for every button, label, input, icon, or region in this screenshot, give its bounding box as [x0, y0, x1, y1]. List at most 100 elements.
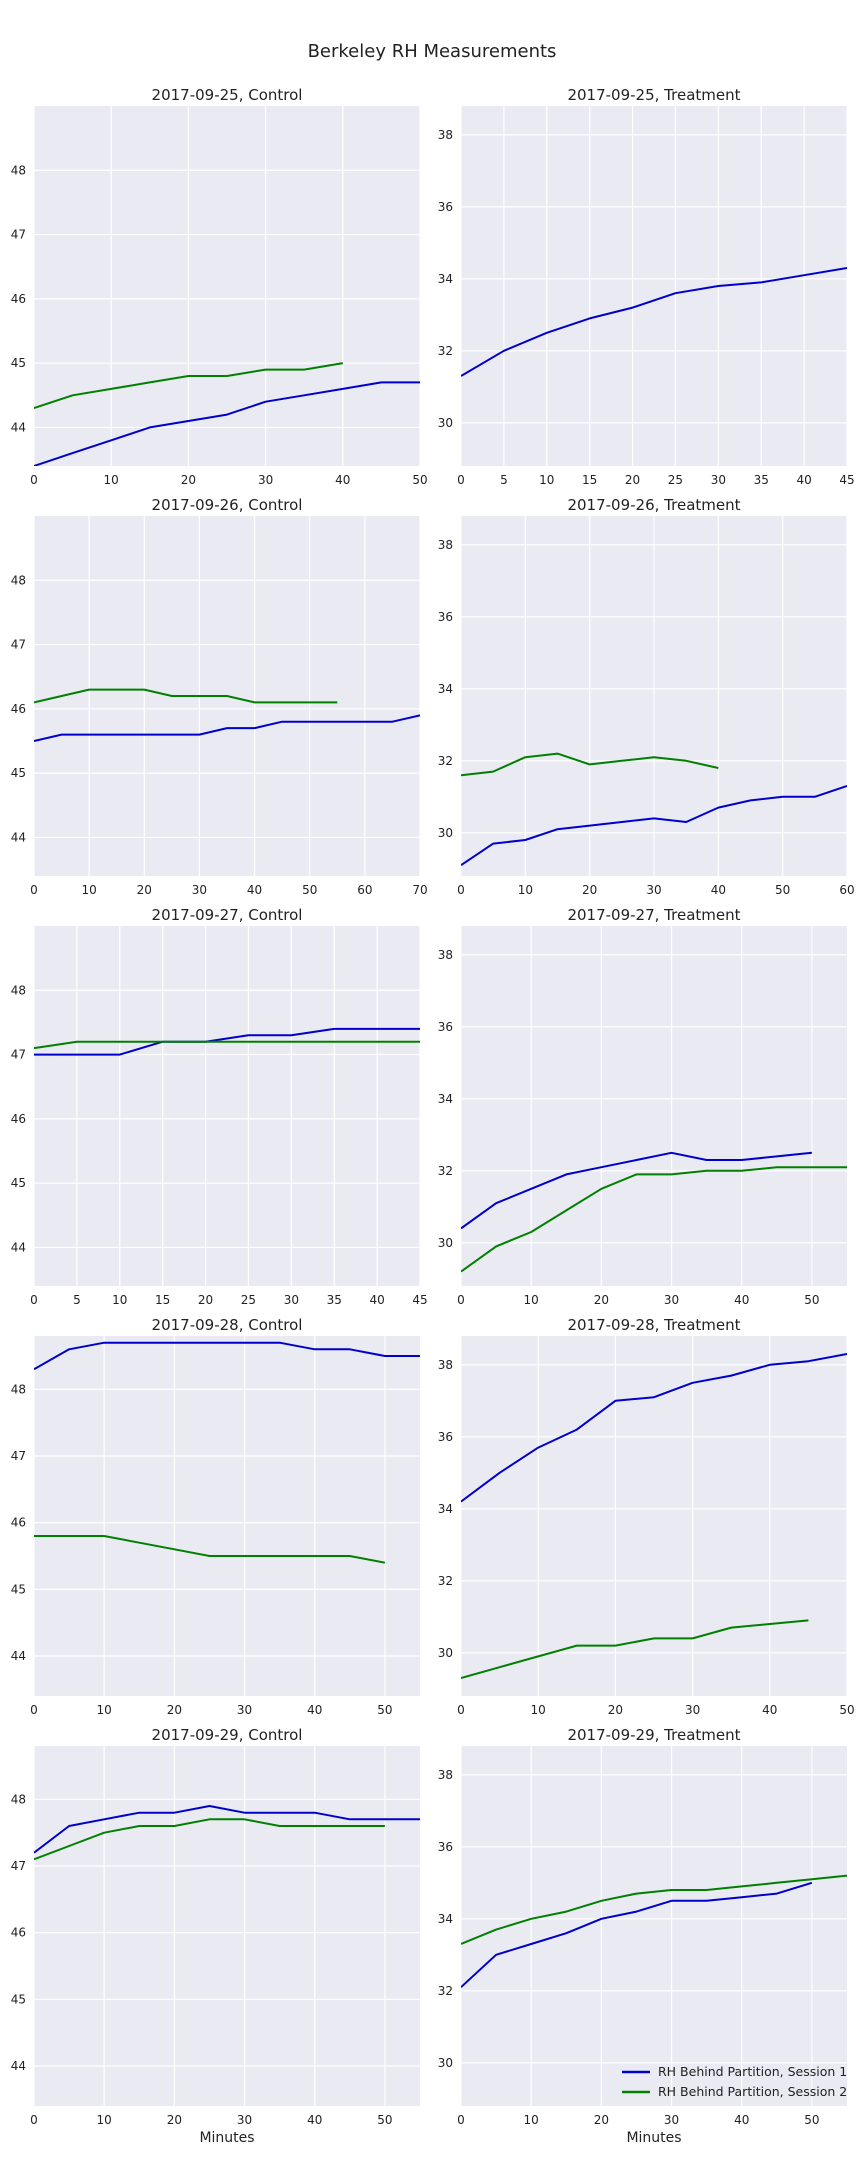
chart-panel: 0 10 20 30 40 50 44 45 46 47 48 2017-09-25, Control: [11, 86, 428, 487]
x-tick-label: 60: [357, 883, 372, 897]
x-tick-label: 40: [734, 2113, 749, 2127]
y-tick-label: 46: [11, 702, 26, 716]
x-tick-label: 40: [307, 2113, 322, 2127]
figure-title: Berkeley RH Measurements: [308, 41, 557, 62]
x-tick-label: 25: [241, 1293, 256, 1307]
y-tick-label: 38: [438, 1358, 453, 1372]
y-tick-label: 36: [438, 1020, 453, 1034]
chart-panel: 0 10 20 30 40 50 30 32 34 36 38 2017-09-27, Treatme…: [438, 906, 847, 1307]
x-tick-label: 20: [198, 1293, 213, 1307]
y-tick-label: 45: [11, 1582, 26, 1596]
x-tick-label: 20: [137, 883, 152, 897]
x-tick-label: 15: [155, 1293, 170, 1307]
y-tick-label: 30: [438, 1646, 453, 1660]
x-tick-label: 70: [412, 883, 427, 897]
y-tick-label: 47: [11, 1048, 26, 1062]
y-tick-label: 36: [438, 1430, 453, 1444]
plot-area: [461, 1336, 847, 1696]
series-line-session-2: [461, 1166, 847, 1273]
y-tick-label: 34: [438, 272, 453, 286]
legend-label: RH Behind Partition, Session 2: [658, 2084, 847, 2099]
y-tick-label: 36: [438, 200, 453, 214]
y-tick-label: 30: [438, 1236, 453, 1250]
series-line-session-2: [461, 1619, 809, 1679]
x-tick-label: 20: [167, 1703, 182, 1717]
plot-area: [34, 926, 420, 1286]
panel-title: 2017-09-27, Treatment: [567, 906, 740, 924]
y-tick-label: 45: [11, 1992, 26, 2006]
chart-panel: 0 10 20 30 40 50 60 30 32 34 36 38 2017-09-26, Treat…: [438, 496, 855, 897]
x-tick-label: 20: [594, 2113, 609, 2127]
plot-area: [34, 1336, 420, 1696]
y-tick-label: 46: [11, 292, 26, 306]
x-tick-label: 10: [112, 1293, 127, 1307]
x-tick-label: 20: [582, 883, 597, 897]
plot-area: [461, 926, 847, 1286]
panel-title: 2017-09-27, Control: [152, 906, 303, 924]
series-line-session-1: [34, 1805, 420, 1854]
x-axis-label: Minutes: [199, 2130, 254, 2146]
x-tick-label: 10: [97, 2113, 112, 2127]
x-tick-label: 15: [582, 473, 597, 487]
x-tick-label: 30: [685, 1703, 700, 1717]
y-tick-label: 32: [438, 754, 453, 768]
panel-title: 2017-09-25, Treatment: [567, 86, 740, 104]
x-tick-label: 0: [457, 473, 465, 487]
x-tick-label: 0: [457, 2113, 465, 2127]
y-tick-label: 44: [11, 1240, 26, 1254]
x-tick-label: 0: [30, 1293, 38, 1307]
y-tick-label: 30: [438, 826, 453, 840]
y-tick-label: 38: [438, 948, 453, 962]
x-tick-label: 50: [804, 1293, 819, 1307]
x-tick-label: 0: [457, 883, 465, 897]
y-tick-label: 46: [11, 1516, 26, 1530]
y-tick-label: 38: [438, 128, 453, 142]
x-tick-label: 0: [457, 1703, 465, 1717]
series-line-session-1: [461, 267, 847, 377]
plot-area: [34, 1746, 420, 2106]
series-line-session-1: [34, 381, 420, 466]
x-tick-label: 30: [192, 883, 207, 897]
y-tick-label: 45: [11, 766, 26, 780]
x-tick-label: 50: [377, 2113, 392, 2127]
x-tick-label: 35: [327, 1293, 342, 1307]
y-tick-label: 38: [438, 1768, 453, 1782]
x-tick-label: 10: [518, 883, 533, 897]
chart-panel: 0 10 20 30 40 50 30 32 34 36 38 2017-09-29, Treatme…: [438, 1726, 847, 2146]
x-tick-label: 30: [258, 473, 273, 487]
x-tick-label: 0: [30, 473, 38, 487]
y-tick-label: 44: [11, 420, 26, 434]
x-tick-label: 10: [524, 1293, 539, 1307]
y-tick-label: 47: [11, 1449, 26, 1463]
y-tick-label: 48: [11, 1382, 26, 1396]
y-tick-label: 36: [438, 1840, 453, 1854]
x-tick-label: 30: [237, 2113, 252, 2127]
x-tick-label: 30: [711, 473, 726, 487]
plot-area: [34, 106, 420, 466]
x-tick-label: 40: [796, 473, 811, 487]
chart-panel: 0 10 20 30 40 50 44 45 46 47 48 2017-09-28, Control: [11, 1316, 420, 1717]
x-tick-label: 45: [412, 1293, 427, 1307]
y-tick-label: 44: [11, 2059, 26, 2073]
x-tick-label: 5: [500, 473, 508, 487]
chart-panel: 0 10 20 30 40 50 60 70 44 45 46 47 48 2017-09-26, Con…: [11, 496, 428, 897]
series-line-session-2: [34, 688, 338, 704]
x-axis-label: Minutes: [626, 2130, 681, 2146]
x-tick-label: 0: [30, 1703, 38, 1717]
x-tick-label: 30: [237, 1703, 252, 1717]
x-tick-label: 0: [30, 2113, 38, 2127]
x-tick-label: 10: [524, 2113, 539, 2127]
y-tick-label: 48: [11, 573, 26, 587]
y-tick-label: 44: [11, 1649, 26, 1663]
panel-title: 2017-09-29, Treatment: [567, 1726, 740, 1744]
panel-title: 2017-09-26, Control: [152, 496, 303, 514]
series-line-session-1: [34, 714, 420, 742]
x-tick-label: 35: [754, 473, 769, 487]
series-line-session-2: [461, 752, 719, 777]
x-tick-label: 25: [668, 473, 683, 487]
x-tick-label: 30: [646, 883, 661, 897]
legend: RH Behind Partition, Session 1 RH Behind …: [622, 2064, 847, 2099]
y-tick-label: 45: [11, 1176, 26, 1190]
legend-label: RH Behind Partition, Session 1: [658, 2064, 847, 2079]
